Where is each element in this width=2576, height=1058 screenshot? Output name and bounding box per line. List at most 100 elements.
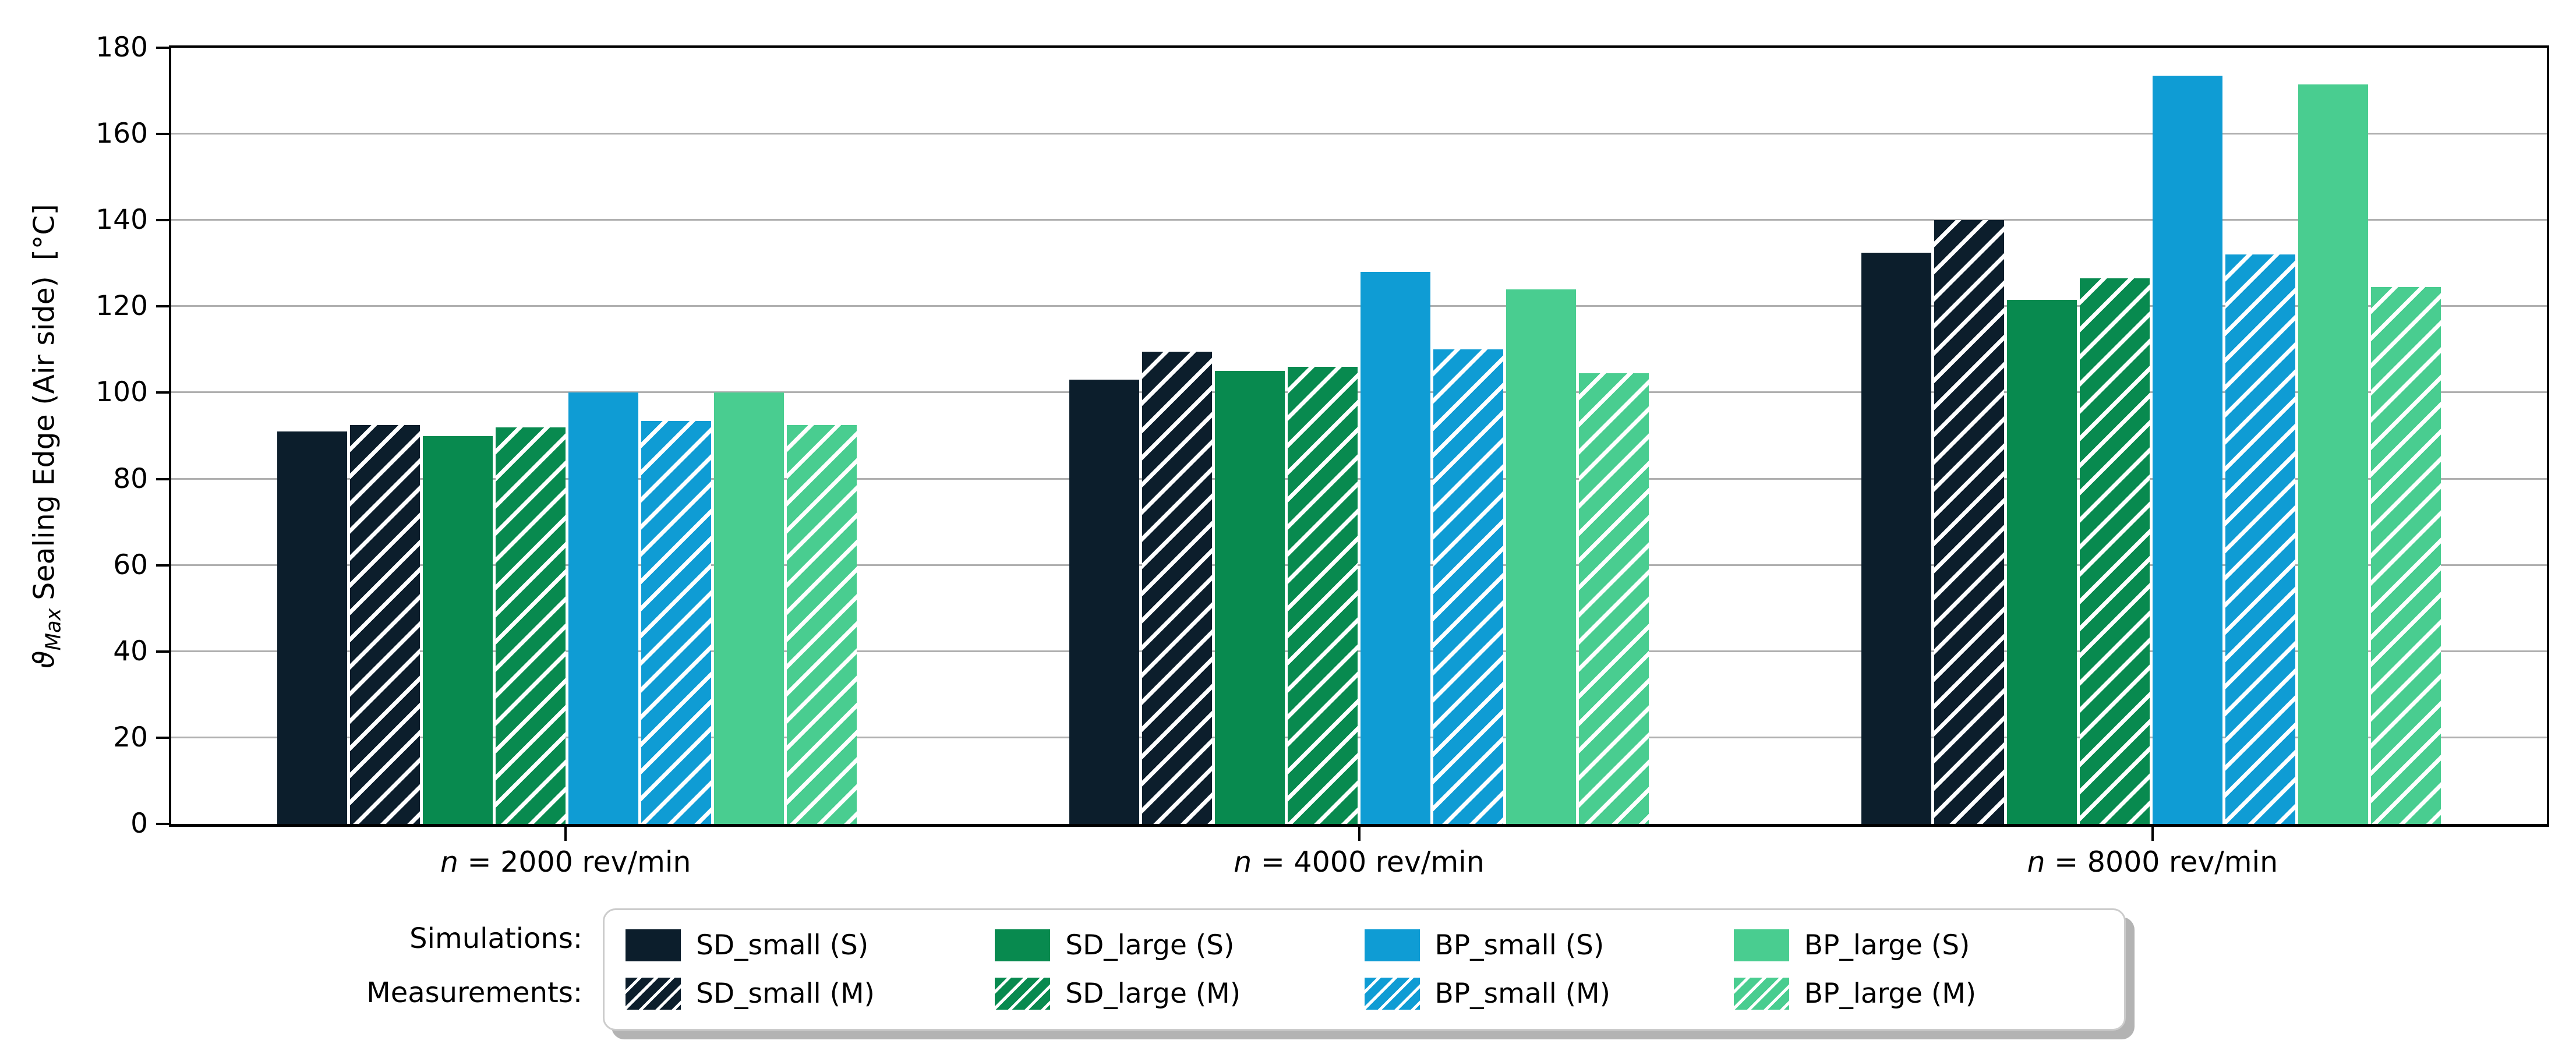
x-label-variable: n xyxy=(1234,845,1252,879)
bar-sd-small-s-g2 xyxy=(1069,380,1139,824)
y-tick-20 xyxy=(156,736,169,739)
bar-groups xyxy=(171,48,2547,824)
bar-sd-large-m-g1 xyxy=(496,427,566,824)
x-label-text: = 4000 rev/min xyxy=(1252,845,1485,879)
gridline-160 xyxy=(171,133,2547,135)
y-tick-180 xyxy=(156,47,169,49)
gridline-140 xyxy=(171,219,2547,221)
bar-bp-large-s-g2 xyxy=(1506,289,1577,824)
solid-swatch-icon xyxy=(1364,929,1420,962)
bar-sd-large-m-g3 xyxy=(2079,278,2150,824)
y-tick-label-180: 180 xyxy=(96,31,148,63)
x-label-text: = 2000 rev/min xyxy=(458,845,691,879)
bar-sd-small-m-g3 xyxy=(1934,220,2004,824)
hatched-swatch-icon xyxy=(1733,977,1789,1010)
hatched-swatch-icon xyxy=(626,977,681,1010)
legend-item-label: SD_large (M) xyxy=(1065,977,1241,1010)
legend-item-label: SD_small (S) xyxy=(696,929,869,962)
bar-sd-small-s-g1 xyxy=(277,431,348,824)
gridline-120 xyxy=(171,305,2547,307)
legend-row-simulations: SD_small (S) SD_large (S) BP_small (S) BP_l… xyxy=(626,929,2103,962)
legend-box: SD_small (S) SD_large (S) BP_small (S) BP_l… xyxy=(603,908,2126,1031)
bars-1 xyxy=(277,48,857,824)
bar-bp-small-s-g1 xyxy=(568,392,639,824)
legend-item-label: BP_large (S) xyxy=(1804,929,1970,962)
legend-item-bp-small-m: BP_small (M) xyxy=(1364,977,1734,1010)
bar-sd-large-s-g2 xyxy=(1214,371,1285,824)
bar-bp-large-m-g1 xyxy=(787,425,857,824)
legend-row-label-measurements: Measurements: xyxy=(366,976,582,1009)
bar-bp-small-s-g3 xyxy=(2152,76,2222,824)
y-tick-label-120: 120 xyxy=(96,290,148,323)
y-tick-60 xyxy=(156,564,169,567)
x-label-variable: n xyxy=(440,845,458,879)
x-tick-label-1: n = 2000 rev/min xyxy=(440,845,691,879)
legend-item-sd-large-m: SD_large (M) xyxy=(995,977,1364,1010)
legend-item-bp-large-s: BP_large (S) xyxy=(1733,929,2103,962)
y-tick-label-40: 40 xyxy=(113,635,148,667)
x-tick-label-3: n = 8000 rev/min xyxy=(2027,845,2278,879)
solid-swatch-icon xyxy=(1733,929,1789,962)
bar-bp-large-s-g1 xyxy=(714,392,785,824)
legend-item-bp-large-m: BP_large (M) xyxy=(1733,977,2103,1010)
bar-group-2 xyxy=(963,48,1755,824)
bar-sd-small-s-g3 xyxy=(1861,252,1931,824)
legend-item-sd-small-s: SD_small (S) xyxy=(626,929,995,962)
gridline-40 xyxy=(171,650,2547,652)
bar-bp-large-m-g3 xyxy=(2370,287,2441,824)
x-tick-3 xyxy=(2151,827,2154,841)
bar-bp-small-m-g2 xyxy=(1433,349,1504,824)
y-tick-label-140: 140 xyxy=(96,204,148,236)
legend-row-measurements: SD_small (M) SD_large (M) BP_small (M) BP_l… xyxy=(626,977,2103,1010)
y-tick-140 xyxy=(156,219,169,222)
solid-swatch-icon xyxy=(995,929,1051,962)
bar-group-3 xyxy=(1755,48,2547,824)
solid-swatch-icon xyxy=(626,929,681,962)
y-axis-title: ϑMaxSealing Edge (Air side)[°C] xyxy=(28,204,66,668)
y-tick-0 xyxy=(156,823,169,825)
plot-area xyxy=(169,45,2549,827)
bar-bp-small-m-g1 xyxy=(641,420,712,824)
y-tick-label-160: 160 xyxy=(96,118,148,150)
bars-2 xyxy=(1069,48,1649,824)
x-tick-2 xyxy=(1358,827,1361,841)
bar-sd-large-s-g3 xyxy=(2006,300,2077,824)
y-tick-160 xyxy=(156,133,169,136)
hatched-swatch-icon xyxy=(995,977,1051,1010)
y-tick-label-0: 0 xyxy=(130,808,148,840)
legend-item-sd-small-m: SD_small (M) xyxy=(626,977,995,1010)
y-tick-120 xyxy=(156,305,169,308)
x-label-variable: n xyxy=(2027,845,2045,879)
x-tick-label-2: n = 4000 rev/min xyxy=(1234,845,1485,879)
legend-row-label-simulations: Simulations: xyxy=(409,922,582,955)
y-tick-label-100: 100 xyxy=(96,376,148,409)
bar-sd-large-s-g1 xyxy=(423,436,493,824)
legend-item-label: BP_small (M) xyxy=(1434,977,1610,1010)
bar-sd-small-m-g2 xyxy=(1142,352,1212,824)
legend-item-label: SD_small (M) xyxy=(696,977,875,1010)
y-tick-100 xyxy=(156,391,169,394)
bar-bp-large-s-g3 xyxy=(2298,84,2368,824)
gridline-20 xyxy=(171,736,2547,738)
bar-bp-large-m-g2 xyxy=(1579,373,1649,824)
gridline-60 xyxy=(171,564,2547,566)
x-label-text: = 8000 rev/min xyxy=(2045,845,2278,879)
y-tick-label-80: 80 xyxy=(113,462,148,495)
legend-item-label: BP_large (M) xyxy=(1804,977,1977,1010)
gridline-80 xyxy=(171,477,2547,480)
y-tick-80 xyxy=(156,477,169,480)
legend-item-label: SD_large (S) xyxy=(1065,929,1235,962)
bar-group-1 xyxy=(171,48,963,824)
y-tick-label-60: 60 xyxy=(113,549,148,581)
bar-sd-small-m-g1 xyxy=(350,425,421,824)
y-tick-40 xyxy=(156,650,169,653)
bars-3 xyxy=(1861,48,2441,824)
legend-item-sd-large-s: SD_large (S) xyxy=(995,929,1364,962)
bar-sd-large-m-g2 xyxy=(1287,367,1358,824)
y-tick-label-20: 20 xyxy=(113,721,148,753)
bar-bp-small-s-g2 xyxy=(1361,272,1431,824)
hatched-swatch-icon xyxy=(1364,977,1420,1010)
legend-item-bp-small-s: BP_small (S) xyxy=(1364,929,1734,962)
bar-bp-small-m-g3 xyxy=(2225,254,2295,824)
